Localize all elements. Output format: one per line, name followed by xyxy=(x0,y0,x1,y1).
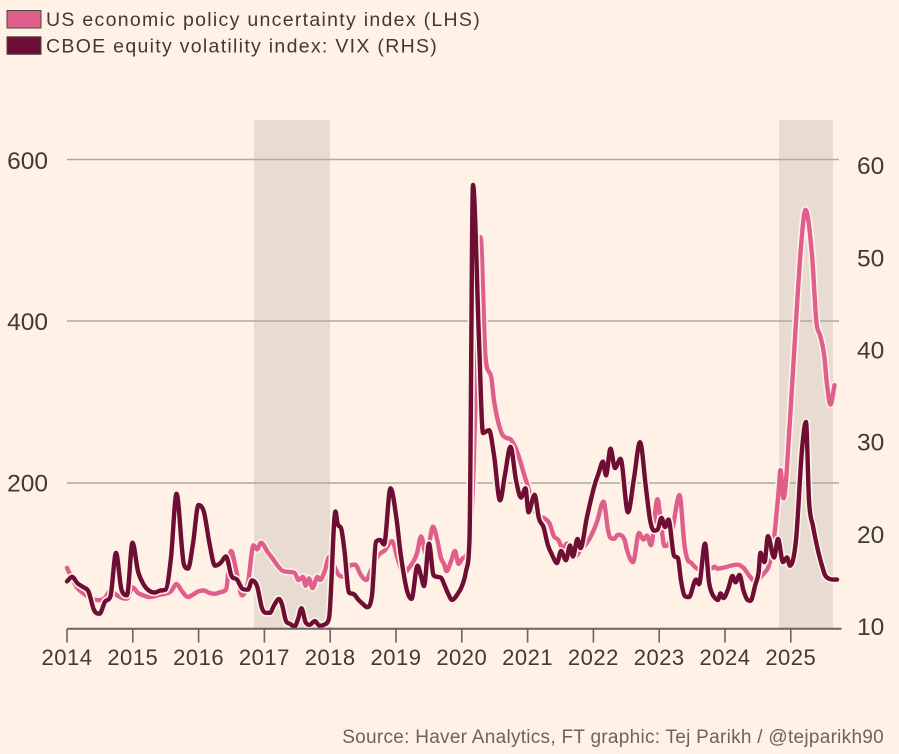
svg-text:400: 400 xyxy=(7,309,48,336)
svg-text:2016: 2016 xyxy=(173,645,224,670)
svg-text:600: 600 xyxy=(7,148,48,175)
svg-text:2022: 2022 xyxy=(568,645,619,670)
svg-text:200: 200 xyxy=(7,471,48,498)
svg-text:10: 10 xyxy=(857,614,884,641)
svg-text:60: 60 xyxy=(857,153,884,180)
svg-text:20: 20 xyxy=(857,522,884,549)
svg-text:2025: 2025 xyxy=(765,645,816,670)
svg-text:2023: 2023 xyxy=(634,645,685,670)
svg-text:2024: 2024 xyxy=(700,645,751,670)
svg-text:2014: 2014 xyxy=(42,645,93,670)
svg-text:2018: 2018 xyxy=(305,645,356,670)
svg-text:CBOE equity volatility index:: CBOE equity volatility index: VIX (RHS) xyxy=(46,35,438,57)
svg-text:2019: 2019 xyxy=(371,645,422,670)
svg-text:2021: 2021 xyxy=(502,645,553,670)
svg-text:40: 40 xyxy=(857,338,884,365)
svg-text:2020: 2020 xyxy=(436,645,487,670)
svg-text:2017: 2017 xyxy=(239,645,290,670)
svg-text:50: 50 xyxy=(857,245,884,272)
svg-text:US economic policy uncertainty: US economic policy uncertainty index (LH… xyxy=(46,9,481,31)
svg-text:Source: Haver Analytics, FT gr: Source: Haver Analytics, FT graphic: Tej… xyxy=(342,727,884,748)
svg-text:30: 30 xyxy=(857,430,884,457)
svg-text:2015: 2015 xyxy=(107,645,158,670)
